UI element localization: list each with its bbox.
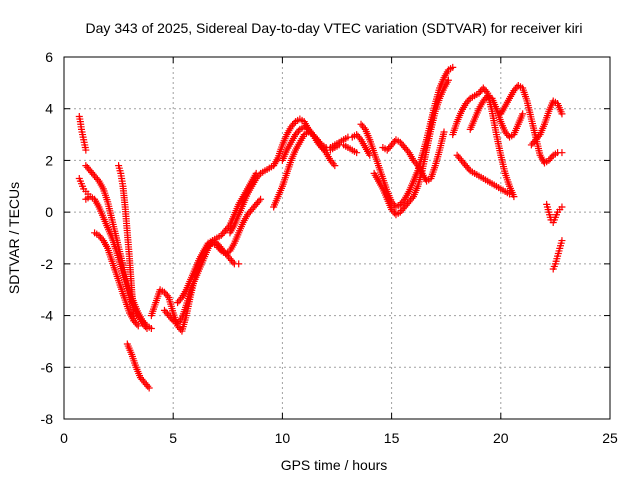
data-point	[506, 190, 514, 198]
data-point	[558, 149, 566, 157]
data-point	[535, 132, 543, 140]
data-point	[216, 245, 224, 253]
data-point	[412, 160, 420, 168]
x-tick-label: 20	[493, 430, 509, 446]
y-tick-label: -4	[41, 308, 54, 324]
data-point	[176, 316, 184, 324]
data-point	[142, 323, 150, 331]
axis-ticks: 0 5 10 15 20 25 -8 -6 -4 -2 0 2 4 6	[41, 49, 618, 446]
data-point	[558, 203, 566, 211]
chart-title: Day 343 of 2025, Sidereal Day-to-day VTE…	[86, 20, 583, 36]
data-point	[408, 194, 416, 202]
data-point	[144, 382, 152, 390]
data-point	[143, 325, 151, 332]
data-point	[404, 147, 412, 155]
data-point	[229, 258, 237, 266]
data-point	[168, 315, 176, 323]
data-point	[449, 63, 457, 71]
data-point	[353, 149, 361, 157]
data-point	[98, 235, 106, 243]
x-tick-label: 5	[169, 430, 177, 446]
data-point	[82, 146, 90, 154]
y-tick-label: 2	[45, 152, 53, 168]
data-point	[316, 142, 324, 150]
data-points	[75, 63, 566, 392]
data-point	[360, 124, 368, 132]
data-point	[440, 128, 448, 136]
data-point	[203, 243, 211, 251]
data-point	[558, 110, 566, 118]
y-tick-label: -2	[41, 256, 54, 272]
y-tick-label: -6	[41, 359, 54, 375]
data-point	[130, 317, 138, 325]
x-tick-label: 10	[275, 430, 291, 446]
y-tick-label: 4	[45, 101, 53, 117]
data-point	[176, 295, 184, 303]
data-point	[465, 165, 473, 173]
data-point	[465, 96, 473, 104]
data-point	[444, 76, 452, 84]
data-point	[134, 322, 142, 330]
data-point	[294, 127, 302, 135]
data-point	[519, 110, 527, 118]
data-point	[255, 197, 263, 205]
data-point	[482, 87, 490, 95]
plot-frame	[63, 56, 611, 420]
data-point	[163, 292, 171, 300]
data-point	[235, 260, 243, 268]
data-point	[399, 197, 407, 205]
x-axis-label: GPS time / hours	[281, 457, 388, 473]
grid-lines	[64, 57, 610, 419]
data-point	[331, 162, 339, 170]
y-tick-label: -8	[41, 411, 54, 427]
data-point	[257, 195, 265, 203]
data-point	[255, 171, 263, 179]
y-tick-label: 6	[45, 49, 53, 65]
data-point	[329, 160, 337, 168]
data-point	[510, 193, 518, 201]
x-tick-label: 0	[60, 430, 68, 446]
data-point	[93, 175, 101, 183]
data-point	[290, 119, 298, 127]
x-tick-label: 25	[602, 430, 618, 446]
data-point	[308, 129, 316, 137]
data-point	[356, 134, 364, 142]
y-tick-label: 0	[45, 204, 53, 220]
data-point	[145, 384, 153, 392]
x-tick-label: 15	[384, 430, 400, 446]
y-axis-label: SDTVAR / TECUs	[6, 182, 22, 294]
data-point	[558, 237, 566, 245]
data-point	[548, 153, 556, 161]
